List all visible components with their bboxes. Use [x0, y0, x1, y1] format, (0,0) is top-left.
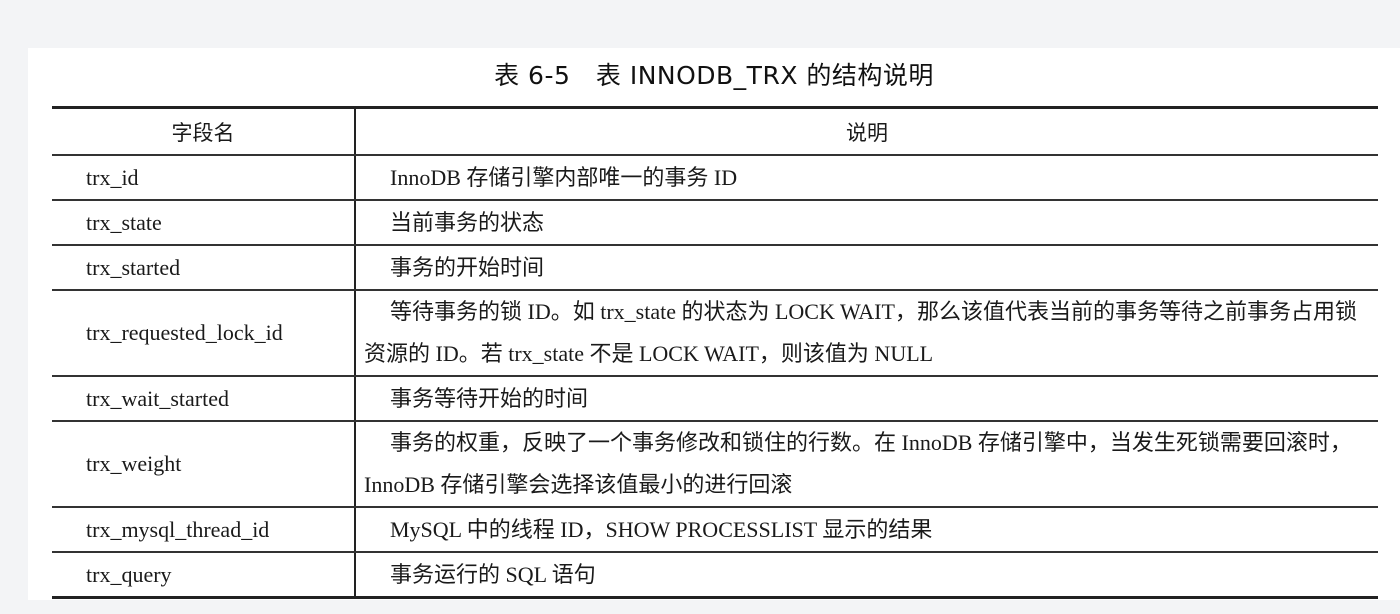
table-header-row: 字段名 说明	[52, 107, 1378, 156]
table-row: trx_id InnoDB 存储引擎内部唯一的事务 ID	[52, 155, 1378, 201]
field-description: 等待事务的锁 ID。如 trx_state 的状态为 LOCK WAIT，那么该…	[364, 299, 1357, 366]
table-row: trx_weight 事务的权重，反映了一个事务修改和锁住的行数。在 InnoDB…	[52, 421, 1378, 508]
table-row: trx_requested_lock_id 等待事务的锁 ID。如 trx_sta…	[52, 290, 1378, 377]
table-row: trx_query 事务运行的 SQL 语句	[52, 552, 1378, 598]
header-description: 说明	[355, 107, 1378, 156]
header-field-name: 字段名	[52, 107, 356, 156]
table-row: trx_mysql_thread_id MySQL 中的线程 ID，SHOW PR…	[52, 507, 1378, 553]
field-description: 当前事务的状态	[390, 209, 545, 235]
field-description: 事务运行的 SQL 语句	[390, 561, 596, 587]
field-name: trx_state	[52, 200, 356, 246]
field-name: trx_id	[52, 155, 356, 201]
innodb-trx-table: 字段名 说明 trx_id InnoDB 存储引擎内部唯一的事务 ID trx_s…	[52, 106, 1378, 599]
field-description: InnoDB 存储引擎内部唯一的事务 ID	[390, 164, 738, 190]
field-description: 事务的权重，反映了一个事务修改和锁住的行数。在 InnoDB 存储引擎中，当发生…	[364, 430, 1352, 497]
field-name: trx_query	[52, 552, 356, 598]
field-description: 事务等待开始的时间	[390, 385, 589, 411]
field-name: trx_mysql_thread_id	[52, 507, 356, 553]
field-name: trx_wait_started	[52, 376, 356, 422]
field-name: trx_started	[52, 245, 356, 291]
table-caption: 表 6-5 表 INNODB_TRX 的结构说明	[494, 61, 934, 90]
table-row: trx_state 当前事务的状态	[52, 200, 1378, 246]
field-name: trx_weight	[52, 421, 356, 508]
table-row: trx_wait_started 事务等待开始的时间	[52, 376, 1378, 422]
field-description: 事务的开始时间	[390, 254, 545, 280]
field-description: MySQL 中的线程 ID，SHOW PROCESSLIST 显示的结果	[390, 516, 933, 542]
table-row: trx_started 事务的开始时间	[52, 245, 1378, 291]
field-name: trx_requested_lock_id	[52, 290, 356, 377]
